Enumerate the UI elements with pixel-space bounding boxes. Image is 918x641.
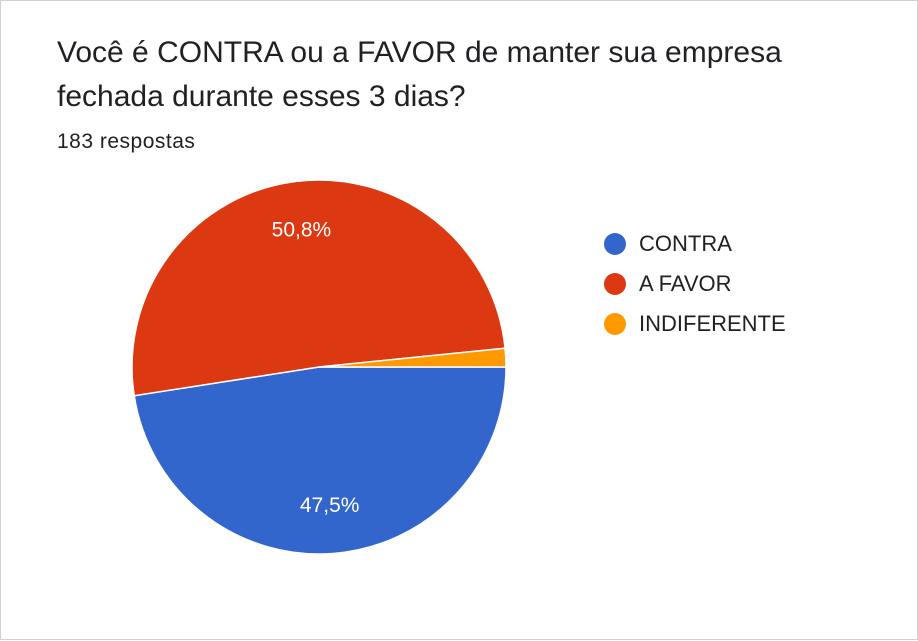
slice-label-contra: 47,5% <box>300 494 360 517</box>
legend-swatch-contra <box>604 233 626 255</box>
pie-slice-indiferente[interactable] <box>318 347 507 368</box>
legend-item-a-favor[interactable]: A FAVOR <box>604 264 786 304</box>
legend-label-indiferente: INDIFERENTE <box>639 311 786 336</box>
legend-label-a-favor: A FAVOR <box>639 271 732 296</box>
response-count: 183 respostas <box>57 130 196 153</box>
question-title: Você é CONTRA ou a FAVOR de manter sua e… <box>57 36 782 113</box>
pie-slice-contra[interactable] <box>133 366 507 555</box>
pie-slice-a-favor[interactable] <box>131 179 506 397</box>
legend-label-contra: CONTRA <box>639 231 732 256</box>
chart-legend: CONTRA A FAVOR INDIFERENTE <box>604 224 786 344</box>
legend-item-indiferente[interactable]: INDIFERENTE <box>604 304 786 344</box>
legend-swatch-indiferente <box>604 313 626 335</box>
legend-swatch-a-favor <box>604 273 626 295</box>
legend-item-contra[interactable]: CONTRA <box>604 224 786 264</box>
slice-label-a-favor: 50,8% <box>272 219 332 242</box>
